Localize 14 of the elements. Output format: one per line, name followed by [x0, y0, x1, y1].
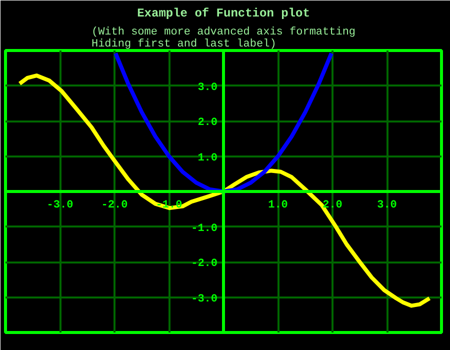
y-tick-label: 1.0 — [198, 152, 218, 164]
y-tick-label: 2.0 — [198, 117, 218, 129]
y-tick-label: -3.0 — [191, 293, 218, 306]
chart-subtitle: (With some more advanced axis formatting Hiding first and last label) — [91, 26, 356, 50]
y-tick-label: 3.0 — [198, 82, 218, 94]
x-tick-label: 3.0 — [377, 200, 397, 212]
y-tick-label: -1.0 — [191, 222, 218, 235]
x-tick-label: -2.0 — [101, 200, 128, 212]
y-tick-label: -2.0 — [191, 258, 218, 270]
x-tick-label: 2.0 — [322, 200, 342, 212]
x-tick-label: 1.0 — [268, 200, 288, 212]
line-series — [18, 74, 432, 308]
chart-title: Example of Function plot — [137, 6, 310, 20]
x-tick-label: -3.0 — [46, 200, 74, 212]
